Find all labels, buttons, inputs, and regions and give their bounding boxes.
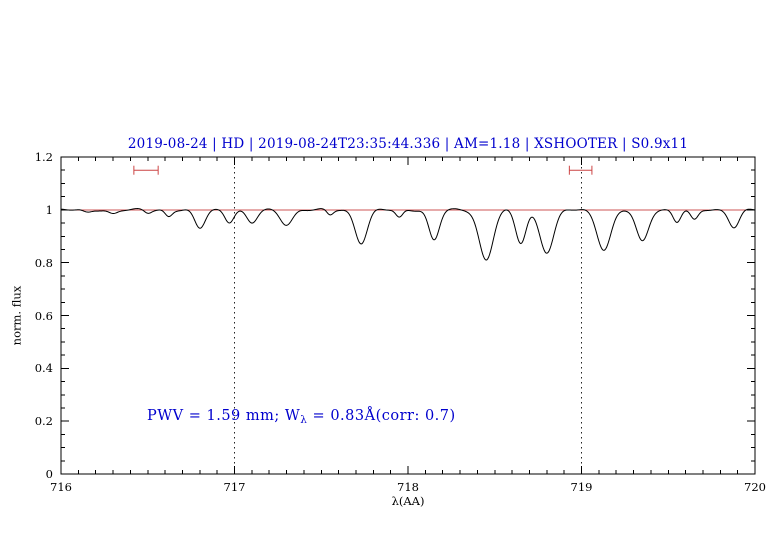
y-tick-label: 1.2 — [34, 150, 53, 164]
x-tick-label: 720 — [744, 480, 766, 494]
x-tick-label: 719 — [570, 480, 593, 494]
x-axis-label: λ(AA) — [391, 494, 425, 508]
y-tick-label: 1 — [45, 202, 53, 217]
plot-frame — [60, 156, 756, 475]
x-tick-label: 718 — [397, 480, 419, 494]
pwv-annotation-prefix: PWV = 1.59 mm; W — [147, 408, 301, 424]
y-tick-label: 0.4 — [34, 361, 53, 376]
y-tick-label: 0 — [45, 467, 53, 481]
y-tick-label: 0.8 — [34, 255, 53, 270]
plot-title: 2019-08-24 | HD | 2019-08-24T23:35:44.33… — [127, 136, 689, 152]
x-tick-label: 716 — [50, 480, 72, 494]
pwv-annotation: PWV = 1.59 mm; Wλ = 0.83Å(corr: 0.7) — [147, 408, 456, 426]
y-tick-label: 0.2 — [34, 414, 53, 429]
spectrum-line — [60, 208, 756, 261]
x-tick-label: 717 — [223, 480, 246, 494]
pwv-annotation-suffix: = 0.83Å(corr: 0.7) — [307, 408, 456, 424]
y-tick-label: 0.6 — [34, 308, 53, 323]
pwv-annotation-lambda-subscript: λ — [300, 414, 308, 426]
